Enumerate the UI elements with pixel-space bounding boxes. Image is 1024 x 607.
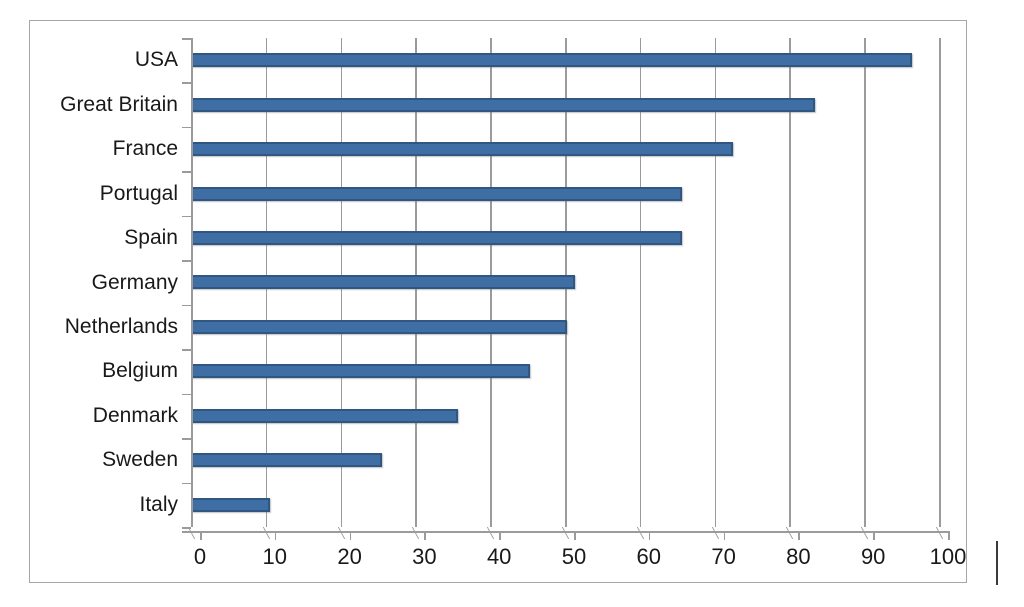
gridline-80 [789,38,791,527]
y-tick-mark [182,482,191,485]
x-tick-mark-20 [349,531,352,540]
y-tick-label-germany: Germany [91,270,178,294]
bar-portugal[interactable] [191,186,682,201]
x-tick-label-60: 60 [636,544,662,569]
y-tick-label-usa: USA [134,48,178,72]
bar-spain[interactable] [191,231,682,246]
x-tick-mark-70 [723,531,726,540]
x-tick-mark-100 [948,531,950,540]
x-tick-label-20: 20 [337,544,362,569]
y-tick-mark [182,304,191,307]
y-tick-mark [182,438,191,440]
x-tick-label-30: 30 [412,544,437,569]
gridline-90 [864,38,866,527]
y-tick-label-spain: Spain [124,226,178,250]
gridline-70 [714,38,717,527]
bar-france[interactable] [191,142,734,157]
y-tick-label-netherlands: Netherlands [64,314,178,338]
bar-row [191,216,940,260]
y-axis-category-labels: USA Great Britain France Portugal Spain Germa… [8,38,178,527]
bar-belgium[interactable] [191,364,530,379]
y-tick-mark [182,349,191,351]
bar-row [191,349,940,393]
x-tick-label-90: 90 [860,544,886,569]
bar-italy[interactable] [191,497,271,512]
gridline-60 [639,38,642,527]
y-tick-label-portugal: Portugal [99,181,178,205]
y-tick-mark [182,171,191,173]
bar-row [191,483,940,527]
bar-great-britain[interactable] [191,97,815,112]
y-tick-mark [182,260,191,262]
y-tick-mark [182,527,191,529]
bar-denmark[interactable] [191,408,459,423]
bar-row [191,438,940,482]
x-tick-label-50: 50 [561,544,587,569]
gridline-100 [939,38,941,527]
bar-row [191,38,940,82]
right-edge-marker [996,541,998,585]
bar-netherlands[interactable] [191,319,568,334]
x-tick-mark-0 [200,531,202,540]
bar-row [191,171,940,215]
bar-row [191,82,940,126]
y-tick-label-great-britain: Great Britain [60,92,178,116]
x-tick-label-0: 0 [193,544,207,569]
bar-germany[interactable] [191,275,575,290]
chart-outer-frame [29,20,967,583]
bar-row [191,305,940,349]
x-axis-line [182,531,948,533]
x-tick-mark-50 [574,531,576,540]
x-tick-label-10: 10 [262,544,288,569]
x-tick-mark-80 [798,531,800,540]
y-tick-label-denmark: Denmark [92,403,178,427]
x-tick-mark-40 [499,531,501,540]
y-tick-mark [182,393,191,396]
plot-area [191,38,941,527]
bar-usa[interactable] [191,53,913,68]
x-tick-label-80: 80 [786,544,811,569]
y-tick-label-france: France [112,137,178,161]
x-tick-label-100: 100 [929,544,967,569]
x-tick-mark-30 [424,531,426,540]
bar-row [191,127,940,171]
bar-row [191,394,940,438]
x-tick-label-70: 70 [711,544,736,569]
bar-row [191,260,940,304]
bar-sweden[interactable] [191,453,382,468]
y-tick-label-belgium: Belgium [102,359,178,383]
y-tick-mark [182,215,191,218]
x-tick-mark-10 [274,531,277,540]
x-tick-mark-90 [873,531,875,540]
y-tick-label-italy: Italy [139,492,178,516]
y-axis-line [191,38,193,527]
x-tick-mark-60 [648,531,651,540]
y-tick-mark [182,126,191,129]
x-tick-label-40: 40 [486,544,512,569]
y-tick-label-sweden: Sweden [102,448,178,472]
y-tick-mark [182,38,191,40]
y-tick-mark [182,82,191,84]
